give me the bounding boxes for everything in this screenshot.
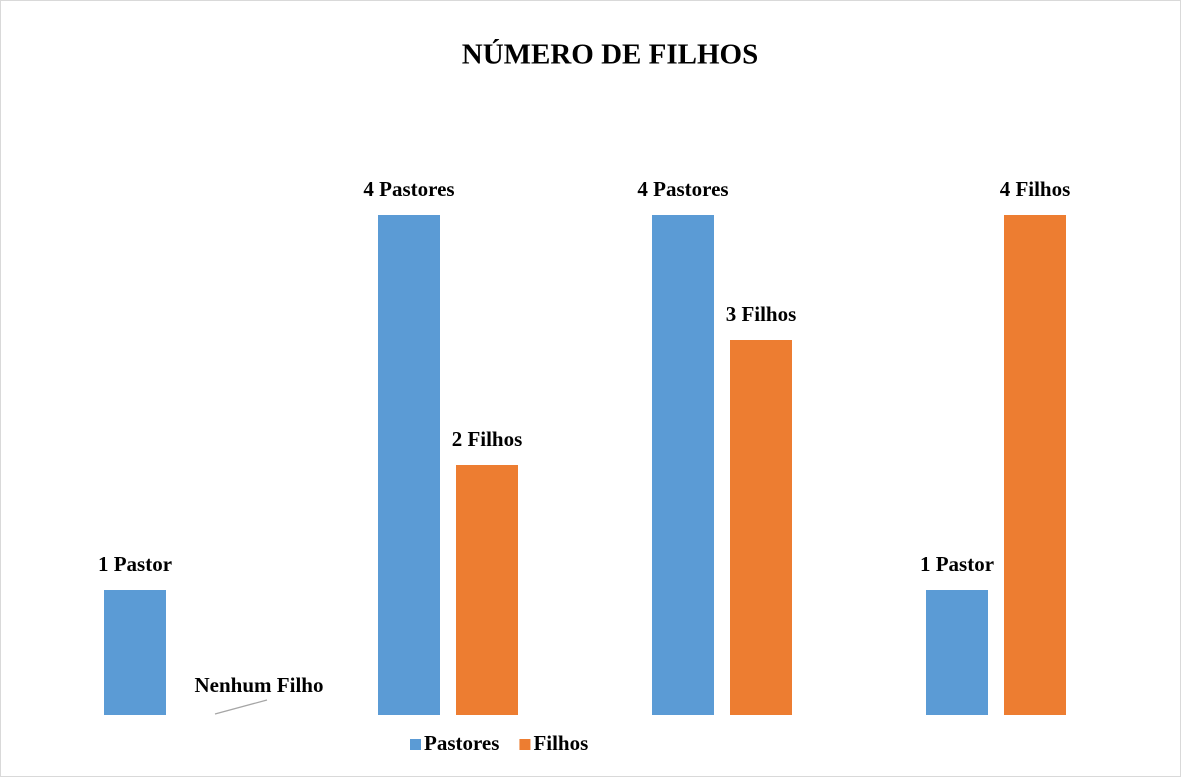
bar [730, 340, 792, 715]
bar [378, 215, 440, 715]
legend-swatch [519, 739, 531, 750]
leader-line [214, 699, 268, 715]
legend-label: Pastores [424, 731, 499, 755]
bar [926, 590, 988, 715]
data-label: 3 Filhos [726, 302, 797, 326]
legend-swatch [410, 739, 421, 750]
chart-title: NÚMERO DE FILHOS [462, 38, 758, 71]
data-label: Nenhum Filho [195, 673, 324, 697]
bar [456, 465, 518, 715]
data-label: 4 Filhos [1000, 177, 1071, 201]
data-label: 1 Pastor [98, 552, 172, 576]
bar [652, 215, 714, 715]
data-label: 1 Pastor [920, 552, 994, 576]
data-label: 4 Pastores [363, 177, 454, 201]
data-label: 2 Filhos [452, 427, 523, 451]
data-label: 4 Pastores [637, 177, 728, 201]
bar [1004, 215, 1066, 715]
bar [104, 590, 166, 715]
legend-label: Filhos [533, 731, 588, 755]
